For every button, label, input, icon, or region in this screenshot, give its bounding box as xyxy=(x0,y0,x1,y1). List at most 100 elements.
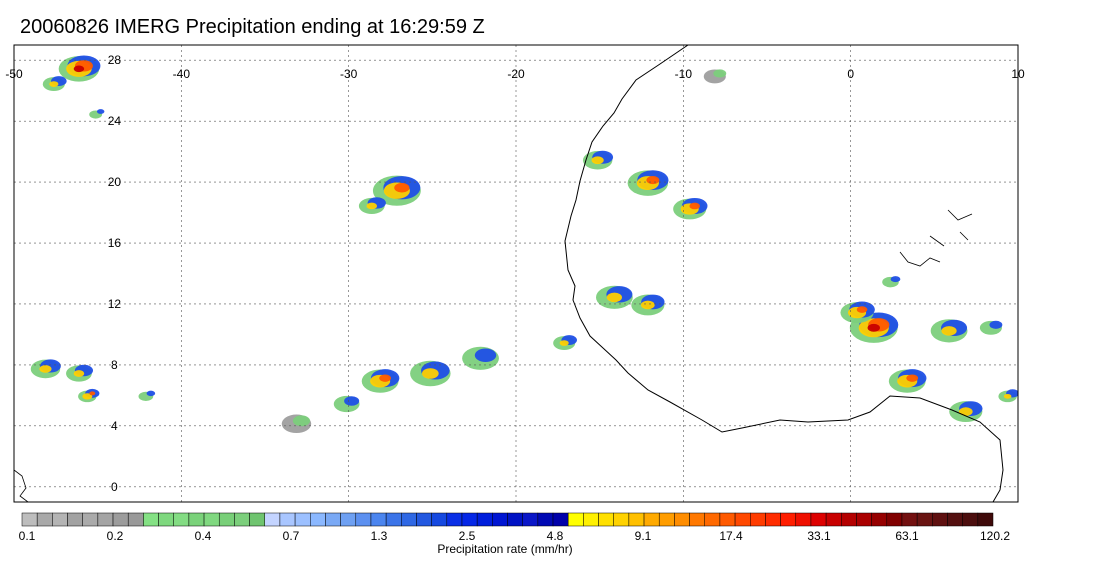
lat-tick-label: 20 xyxy=(108,175,122,189)
colorbar-tick-label: 63.1 xyxy=(895,529,919,543)
precip-contour xyxy=(641,300,655,310)
colorbar-swatch xyxy=(552,512,569,527)
colorbar-swatch xyxy=(97,512,114,527)
precip-cell xyxy=(78,388,100,403)
colorbar-swatch xyxy=(279,512,296,527)
precip-cell xyxy=(138,390,156,401)
colorbar-swatch xyxy=(325,512,341,527)
colorbar-swatch xyxy=(173,512,190,527)
colorbar-swatch xyxy=(628,512,645,527)
map-frame xyxy=(13,44,1019,503)
colorbar-swatch xyxy=(249,512,265,527)
precip-contour xyxy=(958,407,973,416)
precip-contour xyxy=(89,391,96,396)
colorbar-swatch xyxy=(871,512,888,527)
longitude-labels: -50 -40 -30 -20 -10 0 10 xyxy=(5,67,1025,81)
lat-tick-label: 12 xyxy=(108,297,122,311)
colorbar-swatch xyxy=(704,512,721,527)
colorbar-swatch xyxy=(36,512,53,527)
precip-cell xyxy=(673,197,708,220)
precip-contour xyxy=(73,65,85,73)
colorbar-swatch xyxy=(507,512,523,527)
colorbar-swatch xyxy=(537,512,554,527)
colorbar-swatch xyxy=(643,512,660,527)
precip-contour xyxy=(366,202,378,210)
colorbar-swatch xyxy=(947,512,963,527)
precip-contour xyxy=(344,396,360,406)
precip-cell xyxy=(553,335,577,350)
precip-contour xyxy=(379,374,391,382)
colorbar-swatch xyxy=(932,512,948,527)
colorbar-swatch xyxy=(734,512,751,527)
lat-tick-label: 16 xyxy=(108,236,122,250)
colorbar-swatch xyxy=(143,512,159,527)
colorbar-tick-label: 33.1 xyxy=(807,529,831,543)
colorbar-tick-label: 1.3 xyxy=(371,529,388,543)
precip-cell xyxy=(410,360,451,387)
colorbar-tick-label: 120.2 xyxy=(980,529,1010,543)
colorbar-swatch xyxy=(264,512,281,527)
precip-cell xyxy=(888,369,927,393)
colorbar-swatch xyxy=(82,512,99,527)
colorbar-swatch xyxy=(810,512,827,527)
latitude-labels: 0 4 8 12 16 20 24 28 xyxy=(108,53,122,494)
colorbar-tick-label: 0.4 xyxy=(195,529,212,543)
precip-cell xyxy=(42,76,67,92)
colorbar-swatch xyxy=(340,512,357,527)
colorbar-swatch xyxy=(977,512,994,527)
precip-cell xyxy=(595,285,633,309)
precip-contour xyxy=(49,81,59,87)
precip-cell xyxy=(462,346,499,370)
precip-contour xyxy=(292,415,311,427)
colorbar-swatch xyxy=(21,512,38,527)
lon-tick-label: -40 xyxy=(173,67,191,81)
precip-contour xyxy=(474,348,497,363)
precip-cell xyxy=(703,69,727,84)
colorbar-swatch xyxy=(825,512,842,527)
map-title: 20060826 IMERG Precipitation ending at 1… xyxy=(20,16,485,38)
precip-cell xyxy=(89,109,105,119)
lon-tick-label: 0 xyxy=(847,67,854,81)
precip-contour xyxy=(941,326,957,336)
colorbar-swatch xyxy=(492,512,508,527)
precip-cell xyxy=(998,389,1018,403)
precip-cell xyxy=(358,197,386,215)
colorbar-swatch xyxy=(431,512,448,527)
colorbar-swatch xyxy=(52,512,68,527)
colorbar-swatch xyxy=(901,512,918,527)
precip-cell xyxy=(582,150,614,170)
colorbar-swatch xyxy=(522,512,539,527)
precip-cell xyxy=(930,319,968,343)
precip-contour xyxy=(591,156,604,165)
colorbar-swatch xyxy=(112,512,129,527)
precip-contour xyxy=(421,368,439,379)
colorbar-swatch xyxy=(841,512,857,527)
colorbar-swatch xyxy=(401,512,417,527)
colorbar-swatch xyxy=(370,512,387,527)
colorbar-swatch xyxy=(461,512,478,527)
colorbar-swatch xyxy=(674,512,690,527)
colorbar-tick-label: 0.1 xyxy=(19,529,36,543)
precip-cell xyxy=(949,401,983,423)
colorbar-swatch xyxy=(234,512,250,527)
lat-tick-label: 4 xyxy=(111,419,118,433)
colorbar-tick-label: 0.2 xyxy=(107,529,124,543)
precip-contour xyxy=(867,323,880,332)
colorbar-tick-label: 0.7 xyxy=(283,529,300,543)
precip-contour xyxy=(646,176,660,185)
precip-cell xyxy=(30,359,61,379)
precip-contour xyxy=(559,340,569,346)
colorbar-swatch xyxy=(598,512,614,527)
lat-tick-label: 28 xyxy=(108,53,122,67)
colorbar-swatch xyxy=(310,512,326,527)
colorbar-tick-labels: 0.1 0.2 0.4 0.7 1.3 2.5 4.8 9.1 17.4 33.1 63.1 120.… xyxy=(19,529,1011,543)
colorbar-tick-label: 9.1 xyxy=(635,529,652,543)
precip-cell xyxy=(979,320,1003,335)
colorbar-tick-label: 2.5 xyxy=(459,529,476,543)
colorbar-tick-label: 4.8 xyxy=(547,529,564,543)
precip-contour xyxy=(73,370,85,377)
colorbar-swatch xyxy=(203,512,220,527)
colorbar-swatch xyxy=(583,512,599,527)
colorbar-swatch xyxy=(294,512,311,527)
